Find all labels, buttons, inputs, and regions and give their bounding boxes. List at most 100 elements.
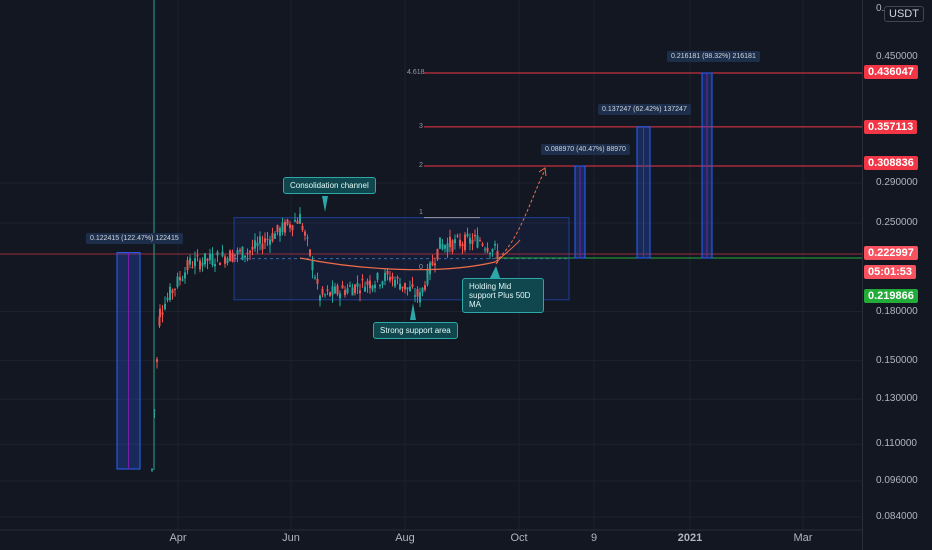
time-tick-label: 9 — [591, 532, 597, 544]
candle — [311, 260, 314, 271]
candle — [359, 290, 361, 294]
candle — [229, 250, 231, 262]
candle — [454, 239, 456, 244]
time-tick-label: Aug — [395, 532, 415, 544]
candle — [391, 276, 394, 280]
measure-label: 0.088970 (40.47%) 88970 — [541, 144, 630, 155]
fib-level-label: 3 — [419, 123, 423, 130]
measure-label: 0.122415 (122.47%) 122415 — [86, 233, 183, 244]
candle — [404, 282, 406, 290]
callout-pointer — [490, 266, 500, 278]
price-tag: 0.308836 — [864, 156, 918, 170]
candle — [306, 237, 309, 239]
candle — [231, 252, 234, 262]
price-tag: 0.222997 — [864, 246, 918, 260]
candle — [481, 243, 484, 246]
candle — [211, 254, 214, 266]
candle — [284, 222, 286, 233]
callout-mid-support: Holding Mid support Plus 50D MA — [462, 278, 544, 313]
candle — [269, 239, 271, 245]
price-tag: 0.357113 — [864, 120, 918, 134]
candle — [266, 239, 269, 241]
candle — [469, 237, 471, 244]
candle — [209, 253, 211, 261]
candle — [349, 285, 351, 287]
currency-button[interactable]: USDT — [884, 6, 924, 22]
candle — [364, 286, 366, 292]
time-tick-label: Oct — [510, 532, 527, 544]
candle — [439, 237, 441, 249]
candle — [164, 303, 166, 310]
candle — [341, 285, 344, 289]
candle — [156, 359, 158, 363]
candle — [441, 244, 444, 250]
candle — [194, 258, 196, 267]
measure-label: 0.216181 (98.32%) 216181 — [667, 51, 760, 62]
candle — [241, 246, 244, 260]
callout-pointer — [322, 196, 328, 212]
candle — [491, 248, 494, 252]
candle — [171, 289, 174, 294]
candle — [184, 272, 186, 279]
price-tag: 0.436047 — [864, 65, 918, 79]
candle — [429, 262, 431, 275]
candle — [254, 240, 256, 249]
candle — [334, 286, 336, 294]
time-tick-label: Jun — [282, 532, 300, 544]
candle — [449, 236, 451, 248]
fib-level-label: 2 — [419, 162, 423, 169]
candle — [431, 261, 434, 266]
candle — [354, 284, 356, 294]
candle — [401, 286, 404, 289]
price-scale[interactable] — [862, 0, 932, 550]
candle — [191, 266, 194, 268]
candle — [329, 292, 331, 296]
overlays — [299, 167, 547, 320]
time-tick-label: 2021 — [678, 532, 702, 544]
candle — [166, 297, 169, 301]
candle — [299, 213, 301, 224]
candle — [411, 284, 414, 287]
candle — [274, 233, 276, 239]
candle — [421, 287, 424, 293]
candle — [281, 222, 284, 233]
fib-level-label: 1 — [419, 209, 423, 216]
candle — [451, 240, 454, 252]
candle — [151, 469, 153, 471]
candle — [236, 250, 239, 255]
candle — [394, 279, 396, 287]
candle — [321, 288, 324, 295]
candle — [416, 289, 419, 297]
candles — [151, 207, 499, 473]
price-tag: 05:01:53 — [864, 265, 917, 279]
price-tick-label: 0.290000 — [876, 176, 918, 188]
candle — [456, 235, 459, 237]
candle — [474, 235, 476, 237]
candle — [464, 234, 466, 250]
candle — [369, 280, 371, 288]
candle — [291, 225, 294, 231]
price-tick-label: 0. — [876, 3, 885, 14]
candle — [459, 239, 461, 246]
callout-support: Strong support area — [373, 322, 458, 339]
price-tick-label: 0.150000 — [876, 354, 918, 366]
candle — [159, 308, 161, 318]
price-tick-label: 0.130000 — [876, 393, 918, 405]
callout-pointer — [410, 303, 416, 320]
time-tick-label: Apr — [169, 532, 186, 544]
candle — [476, 235, 479, 248]
candle — [219, 262, 221, 266]
candle — [158, 316, 161, 327]
candle — [486, 247, 489, 252]
candle — [356, 283, 359, 287]
candle — [294, 219, 296, 222]
candle — [206, 258, 209, 261]
candle — [446, 243, 449, 253]
candle — [381, 281, 384, 285]
candle — [256, 242, 259, 247]
candle — [276, 224, 279, 233]
candle — [314, 277, 316, 279]
price-tick-label: 0.110000 — [876, 438, 917, 450]
time-tick-label: Mar — [794, 532, 813, 544]
